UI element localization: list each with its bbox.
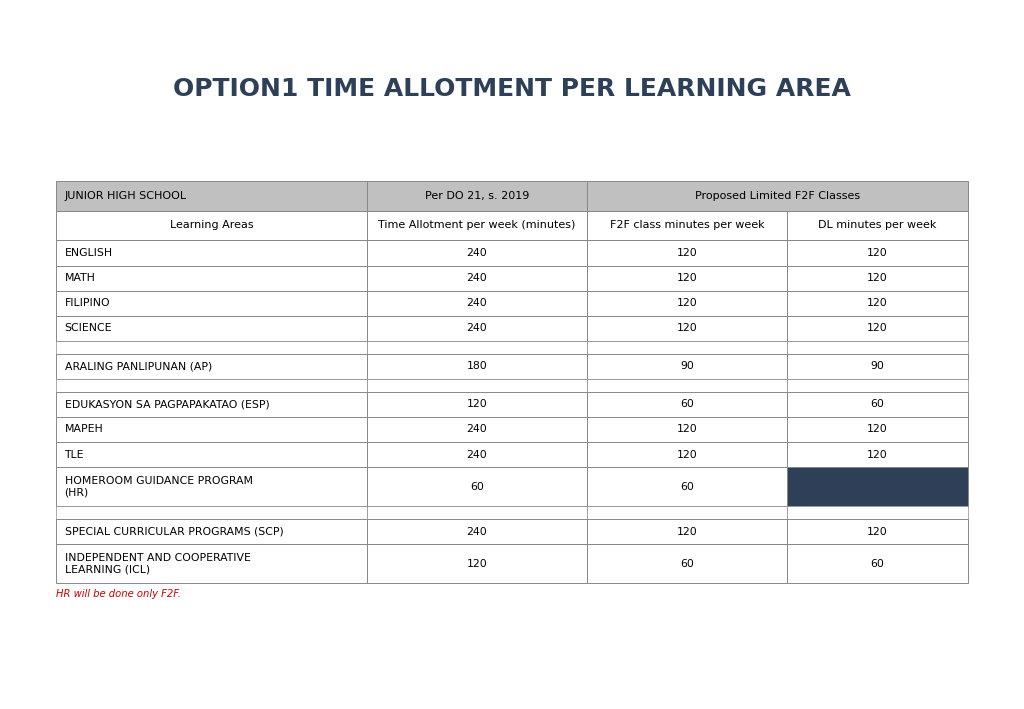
Text: INDEPENDENT AND COOPERATIVE
LEARNING (ICL): INDEPENDENT AND COOPERATIVE LEARNING (IC… (65, 553, 251, 574)
Text: 180: 180 (467, 362, 487, 372)
Text: ARALING PANLIPUNAN (AP): ARALING PANLIPUNAN (AP) (65, 362, 212, 372)
Text: Learning Areas: Learning Areas (170, 220, 253, 230)
Text: ENGLISH: ENGLISH (65, 248, 113, 258)
Text: 120: 120 (677, 273, 697, 283)
Text: 120: 120 (677, 450, 697, 459)
Text: F2F class minutes per week: F2F class minutes per week (610, 220, 765, 230)
Text: 60: 60 (680, 481, 694, 492)
Text: 240: 240 (467, 248, 487, 258)
Text: 120: 120 (867, 527, 888, 537)
Text: 60: 60 (680, 559, 694, 569)
Text: 120: 120 (867, 425, 888, 435)
Text: OPTION1 TIME ALLOTMENT PER LEARNING AREA: OPTION1 TIME ALLOTMENT PER LEARNING AREA (173, 77, 851, 101)
Text: MATH: MATH (65, 273, 95, 283)
Text: 120: 120 (867, 298, 888, 308)
Text: DL minutes per week: DL minutes per week (818, 220, 937, 230)
Text: 90: 90 (680, 362, 694, 372)
Text: 240: 240 (467, 298, 487, 308)
Text: JUNIOR HIGH SCHOOL: JUNIOR HIGH SCHOOL (65, 191, 186, 201)
Text: 120: 120 (867, 273, 888, 283)
Text: 120: 120 (867, 450, 888, 459)
Text: 240: 240 (467, 323, 487, 333)
Text: 60: 60 (680, 399, 694, 409)
Text: 120: 120 (677, 527, 697, 537)
Text: SPECIAL CURRICULAR PROGRAMS (SCP): SPECIAL CURRICULAR PROGRAMS (SCP) (65, 527, 284, 537)
Text: 120: 120 (677, 298, 697, 308)
Text: 120: 120 (677, 323, 697, 333)
Text: EDUKASYON SA PAGPAPAKATAO (ESP): EDUKASYON SA PAGPAPAKATAO (ESP) (65, 399, 269, 409)
Text: FILIPINO: FILIPINO (65, 298, 111, 308)
Text: 60: 60 (870, 399, 885, 409)
Text: 240: 240 (467, 273, 487, 283)
Text: 120: 120 (677, 248, 697, 258)
Text: 120: 120 (867, 323, 888, 333)
Text: 120: 120 (677, 425, 697, 435)
Text: HOMEROOM GUIDANCE PROGRAM
(HR): HOMEROOM GUIDANCE PROGRAM (HR) (65, 476, 253, 498)
Text: TLE: TLE (65, 450, 84, 459)
Text: 240: 240 (467, 425, 487, 435)
Text: Proposed Limited F2F Classes: Proposed Limited F2F Classes (695, 191, 860, 201)
Text: Time Allotment per week (minutes): Time Allotment per week (minutes) (378, 220, 575, 230)
Text: Per DO 21, s. 2019: Per DO 21, s. 2019 (425, 191, 529, 201)
Text: 120: 120 (467, 559, 487, 569)
Text: 240: 240 (467, 450, 487, 459)
Text: 60: 60 (870, 559, 885, 569)
Text: 90: 90 (870, 362, 885, 372)
Text: SCIENCE: SCIENCE (65, 323, 112, 333)
Text: 60: 60 (470, 481, 484, 492)
Text: MAPEH: MAPEH (65, 425, 103, 435)
Text: 120: 120 (467, 399, 487, 409)
Text: HR will be done only F2F.: HR will be done only F2F. (56, 588, 181, 599)
Text: 240: 240 (467, 527, 487, 537)
Text: 120: 120 (867, 248, 888, 258)
